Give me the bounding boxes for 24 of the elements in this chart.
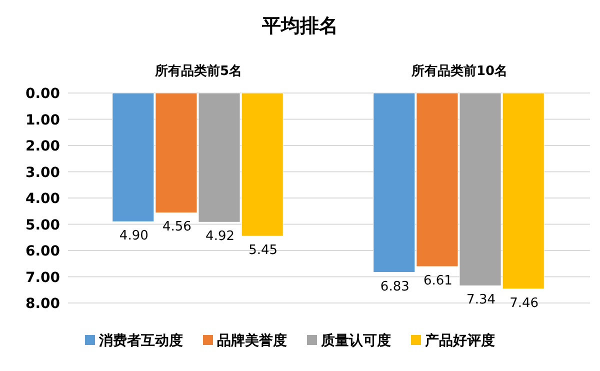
data-label: 5.45 — [248, 243, 278, 258]
data-label: 4.90 — [119, 228, 148, 244]
y-tick-label: 7.00 — [25, 270, 60, 286]
data-label: 7.46 — [510, 296, 539, 311]
y-tick-label: 0.00 — [25, 86, 60, 102]
y-tick-label: 6.00 — [25, 244, 60, 260]
y-tick-label: 4.00 — [25, 191, 60, 207]
legend-label: 品牌美誉度 — [217, 332, 287, 349]
y-tick-label: 2.00 — [25, 138, 60, 154]
data-label: 7.34 — [466, 292, 496, 308]
x-tick-label: 所有品类前5名 — [154, 63, 242, 79]
legend-label: 产品好评度 — [424, 332, 495, 349]
data-label: 6.83 — [380, 279, 410, 294]
data-label: 4.92 — [206, 229, 235, 244]
data-label: 6.61 — [423, 274, 452, 289]
y-tick-label: 8.00 — [25, 296, 60, 312]
y-tick-label: 3.00 — [25, 164, 60, 181]
legend-label: 质量认可度 — [320, 332, 391, 349]
data-label: 4.56 — [162, 220, 192, 235]
legend-label: 消费者互动度 — [98, 332, 183, 349]
chart-title: 平均排名 — [261, 15, 338, 37]
x-tick-label: 所有品类前10名 — [410, 63, 508, 79]
y-tick-label: 1.00 — [25, 112, 60, 128]
y-tick-label: 5.00 — [25, 217, 60, 234]
